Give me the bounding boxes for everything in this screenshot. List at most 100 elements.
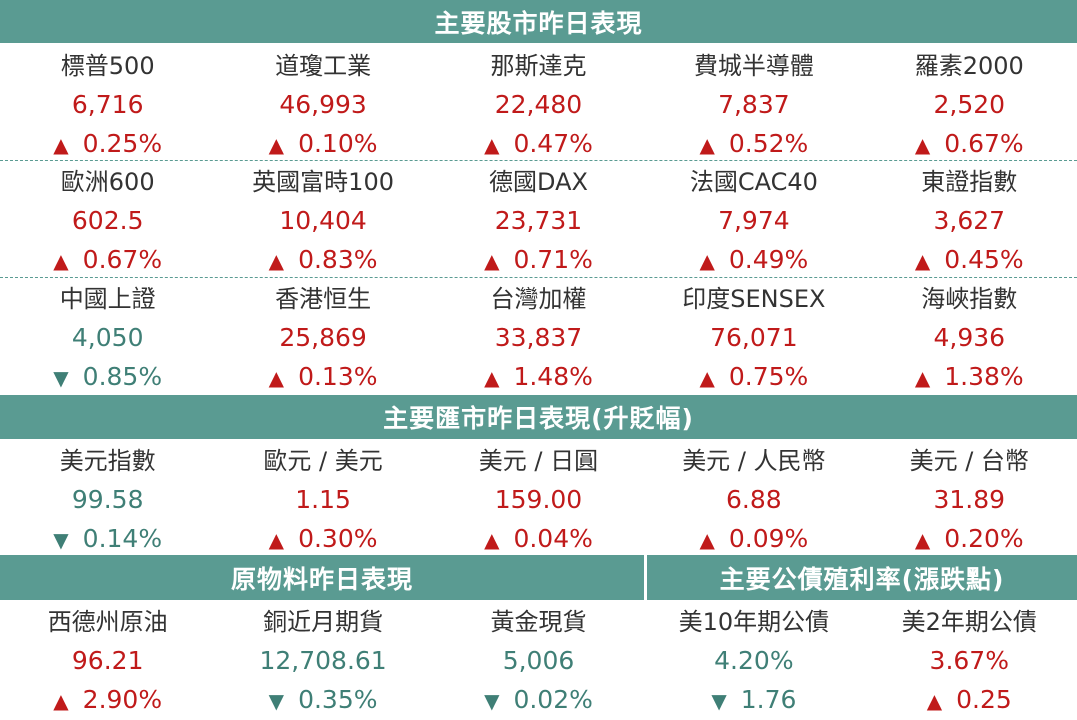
stock-change: ▲ 0.49% xyxy=(699,245,809,274)
stock-value: 4,936 xyxy=(933,323,1006,352)
commodity-name: 黃金現貨 xyxy=(490,608,587,636)
up-arrow-icon: ▲ xyxy=(699,249,715,273)
bond-value: 3.67% xyxy=(929,646,1009,675)
commodity-change: ▲ 2.90% xyxy=(53,685,163,714)
fx-value: 6.88 xyxy=(726,485,782,514)
bond-cell: 美10年期公債 4.20% ▼ 1.76 xyxy=(646,603,861,719)
stock-cell: 中國上證 4,050 ▼ 0.85% xyxy=(0,280,215,396)
up-arrow-icon: ▲ xyxy=(914,249,931,273)
header-divider xyxy=(644,555,647,600)
stock-change: ▲ 0.25% xyxy=(53,129,163,158)
stock-cell: 英國富時100 10,404 ▲ 0.83% xyxy=(215,163,430,279)
up-arrow-icon: ▲ xyxy=(926,689,943,713)
commodity-value: 96.21 xyxy=(71,646,144,675)
stock-name: 道瓊工業 xyxy=(275,52,372,80)
bond-name: 美2年期公債 xyxy=(901,608,1037,636)
stock-name: 台灣加權 xyxy=(490,285,587,313)
fx-change: ▲ 0.20% xyxy=(914,524,1024,553)
stock-change: ▲ 0.45% xyxy=(914,245,1024,274)
stock-value: 10,404 xyxy=(279,206,367,235)
down-arrow-icon: ▼ xyxy=(268,689,285,713)
stock-change: ▲ 0.10% xyxy=(268,129,378,158)
stock-cell: 法國CAC40 7,974 ▲ 0.49% xyxy=(646,163,861,279)
commodity-name: 銅近月期貨 xyxy=(263,608,384,636)
stock-value: 6,716 xyxy=(71,90,144,119)
stock-cell: 那斯達克 22,480 ▲ 0.47% xyxy=(431,47,646,163)
fx-name: 美元指數 xyxy=(59,447,156,475)
stock-name: 羅素2000 xyxy=(914,52,1024,80)
bonds-title: 主要公債殖利率(漲跌點) xyxy=(719,564,1005,594)
fx-cell: 美元 / 台幣 31.89 ▲ 0.20% xyxy=(862,442,1077,558)
stocks-row-1: 標普500 6,716 ▲ 0.25% 道瓊工業 46,993 ▲ 0.10% 那斯… xyxy=(0,47,1077,163)
stock-name: 德國DAX xyxy=(489,168,588,196)
up-arrow-icon: ▲ xyxy=(53,689,69,713)
fx-cell: 美元 / 日圓 159.00 ▲ 0.04% xyxy=(431,442,646,558)
stock-cell: 標普500 6,716 ▲ 0.25% xyxy=(0,47,215,163)
stock-cell: 道瓊工業 46,993 ▲ 0.10% xyxy=(215,47,430,163)
commodity-cell: 西德州原油 96.21 ▲ 2.90% xyxy=(0,603,215,719)
down-arrow-icon: ▼ xyxy=(53,366,69,390)
commodity-change: ▼ 0.35% xyxy=(268,685,378,714)
stock-name: 那斯達克 xyxy=(490,52,587,80)
up-arrow-icon: ▲ xyxy=(484,249,500,273)
up-arrow-icon: ▲ xyxy=(268,366,285,390)
commodity-change: ▼ 0.02% xyxy=(484,685,593,714)
stock-value: 7,974 xyxy=(718,206,790,235)
up-arrow-icon: ▲ xyxy=(699,528,715,552)
bond-cell: 美2年期公債 3.67% ▲ 0.25 xyxy=(862,603,1077,719)
up-arrow-icon: ▲ xyxy=(484,528,500,552)
up-arrow-icon: ▲ xyxy=(699,366,715,390)
stock-name: 費城半導體 xyxy=(693,52,814,80)
stock-cell: 費城半導體 7,837 ▲ 0.52% xyxy=(646,47,861,163)
fx-name: 歐元 / 美元 xyxy=(263,447,383,475)
stock-value: 23,731 xyxy=(494,206,583,235)
up-arrow-icon: ▲ xyxy=(53,133,69,157)
stock-cell: 香港恒生 25,869 ▲ 0.13% xyxy=(215,280,430,396)
fx-value: 159.00 xyxy=(494,485,583,514)
stock-name: 中國上證 xyxy=(59,285,156,313)
commodities-header: 原物料昨日表現 xyxy=(0,555,644,600)
up-arrow-icon: ▲ xyxy=(53,249,69,273)
stocks-row-3: 中國上證 4,050 ▼ 0.85% 香港恒生 25,869 ▲ 0.13% 台灣加… xyxy=(0,280,1077,396)
stock-name: 印度SENSEX xyxy=(682,285,826,313)
fx-cell: 歐元 / 美元 1.15 ▲ 0.30% xyxy=(215,442,430,558)
stock-cell: 印度SENSEX 76,071 ▲ 0.75% xyxy=(646,280,861,396)
up-arrow-icon: ▲ xyxy=(268,528,285,552)
stock-cell: 台灣加權 33,837 ▲ 1.48% xyxy=(431,280,646,396)
stock-name: 標普500 xyxy=(60,52,155,80)
stock-cell: 歐洲600 602.5 ▲ 0.67% xyxy=(0,163,215,279)
stock-value: 76,071 xyxy=(710,323,798,352)
stock-cell: 德國DAX 23,731 ▲ 0.71% xyxy=(431,163,646,279)
commodity-cell: 黃金現貨 5,006 ▼ 0.02% xyxy=(431,603,646,719)
stock-value: 7,837 xyxy=(718,90,790,119)
down-arrow-icon: ▼ xyxy=(53,528,69,552)
fx-title: 主要匯市昨日表現(升貶幅) xyxy=(383,404,694,433)
up-arrow-icon: ▲ xyxy=(914,366,931,390)
stock-cell: 東證指數 3,627 ▲ 0.45% xyxy=(862,163,1077,279)
stock-cell: 海峽指數 4,936 ▲ 1.38% xyxy=(862,280,1077,396)
fx-change: ▼ 0.14% xyxy=(53,524,163,553)
bond-change: ▲ 0.25 xyxy=(926,685,1012,714)
stock-change: ▲ 0.83% xyxy=(268,245,378,274)
stock-value: 3,627 xyxy=(933,206,1006,235)
commodities-title: 原物料昨日表現 xyxy=(230,564,413,594)
stock-change: ▲ 0.13% xyxy=(268,362,378,391)
stock-change: ▲ 0.67% xyxy=(914,129,1024,158)
stock-change: ▲ 0.47% xyxy=(484,129,593,158)
bottom-row: 西德州原油 96.21 ▲ 2.90% 銅近月期貨 12,708.61 ▼ 0.35… xyxy=(0,603,1077,719)
up-arrow-icon: ▲ xyxy=(914,133,931,157)
stock-change: ▲ 0.71% xyxy=(484,245,593,274)
stocks-title: 主要股市昨日表現 xyxy=(434,8,643,38)
stock-change: ▼ 0.85% xyxy=(53,362,163,391)
commodity-value: 5,006 xyxy=(502,646,575,675)
stock-name: 香港恒生 xyxy=(275,285,372,313)
stock-change: ▲ 0.52% xyxy=(699,129,809,158)
fx-value: 99.58 xyxy=(71,485,144,514)
stock-change: ▲ 0.75% xyxy=(699,362,809,391)
row-divider xyxy=(0,277,1077,278)
stock-value: 2,520 xyxy=(933,90,1006,119)
fx-cell: 美元指數 99.58 ▼ 0.14% xyxy=(0,442,215,558)
fx-cell: 美元 / 人民幣 6.88 ▲ 0.09% xyxy=(646,442,861,558)
stock-name: 法國CAC40 xyxy=(689,168,818,196)
